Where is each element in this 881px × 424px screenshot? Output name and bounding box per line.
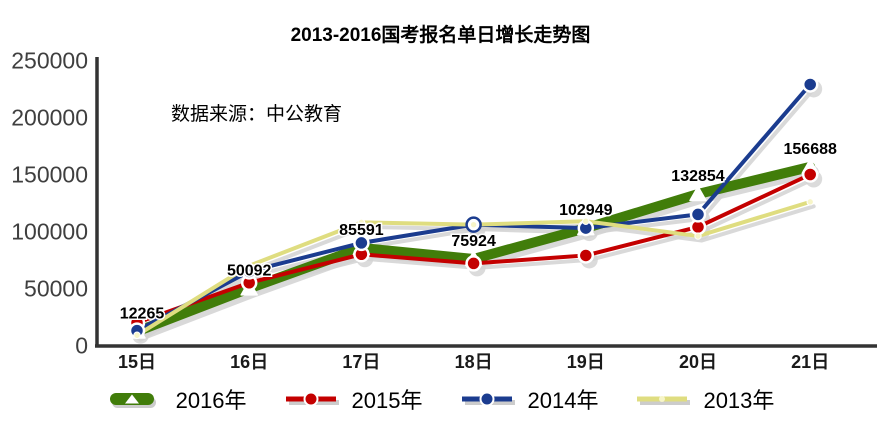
circle-marker-2014年 — [689, 206, 707, 223]
legend-item-2016: 2016年 — [107, 383, 247, 415]
circle-marker-2015年 — [465, 255, 482, 272]
legend-label-2013: 2013年 — [703, 388, 775, 413]
data-label: 102949 — [559, 202, 612, 219]
y-tick-label: 0 — [75, 333, 88, 359]
legend-dot — [303, 391, 319, 407]
x-axis-label: 16日 — [230, 352, 268, 372]
dot-marker-2013年 — [133, 331, 141, 339]
legend-dot — [659, 396, 666, 402]
chart-title: 2013-2016国考报名单日增长走势图 — [290, 25, 591, 46]
legend: 2016年 2015年 2014年 2013年 — [0, 378, 881, 420]
legend-item-2014: 2014年 — [459, 383, 599, 415]
data-label: 156688 — [784, 141, 837, 158]
legend-marker-2013-icon — [634, 387, 692, 411]
data-label: 50092 — [227, 262, 272, 279]
data-label: 132854 — [671, 168, 724, 185]
legend-marker-svg — [285, 391, 339, 407]
legend-marker-svg — [109, 393, 156, 408]
y-tick-label: 100000 — [11, 219, 88, 245]
circle-marker-2014年 — [801, 76, 819, 93]
legend-marker-svg — [461, 391, 515, 407]
x-axis-label: 18日 — [455, 352, 493, 372]
dot-marker-2013年 — [806, 198, 814, 206]
x-axis-label: 21日 — [791, 352, 829, 372]
y-tick-label: 150000 — [11, 162, 88, 188]
source-note: 数据来源：中公教育 — [171, 104, 343, 125]
circle-marker-2015年 — [577, 247, 595, 264]
legend-item-2013: 2013年 — [634, 383, 774, 415]
x-axis-label: 17日 — [342, 352, 380, 372]
data-label: 75924 — [451, 233, 496, 250]
circle-marker-2014年 — [353, 234, 370, 252]
x-axis-label: 20日 — [679, 352, 717, 372]
x-axis-label: 19日 — [567, 352, 605, 372]
y-tick-label: 250000 — [11, 48, 88, 74]
y-tick-label: 200000 — [11, 105, 88, 131]
circle-marker-2015年 — [801, 166, 819, 183]
triangle-marker-2016年 — [689, 185, 707, 202]
dot-marker-2013年 — [582, 217, 590, 225]
legend-marker-2014-icon — [459, 387, 517, 411]
legend-dot — [479, 391, 494, 407]
legend-triangle — [124, 394, 139, 404]
dot-marker-2013年 — [245, 262, 253, 270]
x-axis-label: 15日 — [118, 352, 156, 372]
dot-marker-2013年 — [694, 232, 702, 240]
legend-marker-svg — [637, 396, 691, 405]
data-label: 85591 — [339, 222, 384, 239]
data-label: 12265 — [120, 306, 165, 323]
legend-label-2015: 2015年 — [351, 388, 423, 413]
dot-marker-2013年 — [357, 218, 366, 227]
legend-label-2014: 2014年 — [527, 388, 599, 413]
legend-item-2015: 2015年 — [283, 383, 423, 415]
legend-label-2016: 2016年 — [175, 388, 247, 413]
legend-marker-2015-icon — [283, 387, 341, 411]
dot-marker-2013年 — [469, 220, 478, 229]
legend-marker-2016-icon — [107, 387, 165, 411]
y-tick-label: 50000 — [24, 276, 88, 302]
